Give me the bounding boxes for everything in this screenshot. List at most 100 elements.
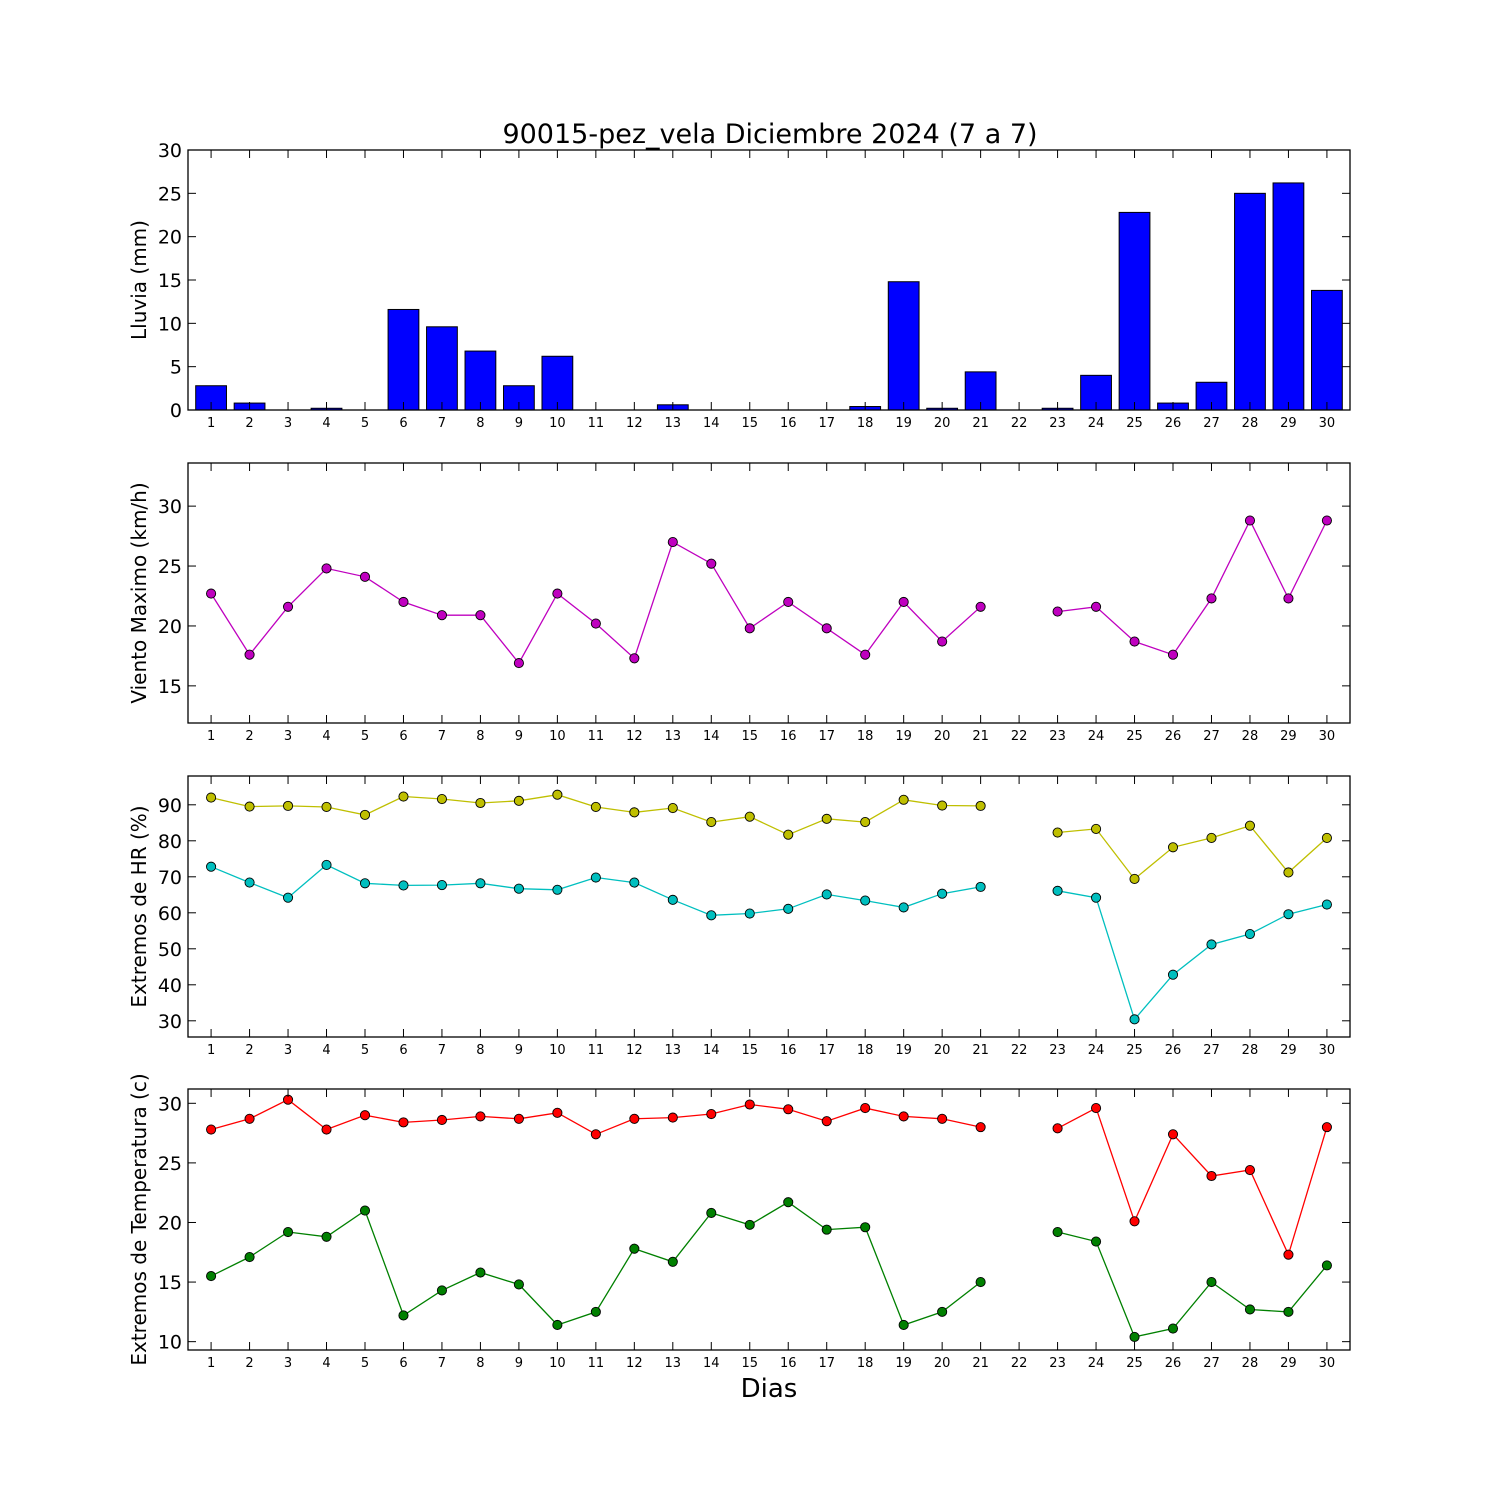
x-tick-label: 4 <box>322 416 330 431</box>
x-tick-label: 28 <box>1242 1043 1259 1058</box>
x-tick-label: 25 <box>1126 416 1143 431</box>
x-tick-label: 19 <box>895 1043 912 1058</box>
series-2-point-day-18 <box>860 1222 871 1233</box>
series-2-point-day-29 <box>1283 1306 1294 1317</box>
series-1-point-day-21 <box>975 601 986 612</box>
x-tick-label: 4 <box>322 729 330 744</box>
series-2-point-day-7 <box>436 1285 447 1296</box>
series-1-point-day-15 <box>744 811 755 822</box>
series-1-point-day-18 <box>860 1103 871 1114</box>
x-tick-label: 20 <box>934 729 951 744</box>
series-1-point-day-20 <box>937 1113 948 1124</box>
series-2-point-day-2 <box>244 1251 255 1263</box>
x-tick-label: 5 <box>361 729 369 744</box>
series-1-point-day-16 <box>783 1104 794 1115</box>
x-tick-label: 27 <box>1203 1043 1220 1058</box>
series-2-point-day-12 <box>629 877 640 888</box>
series-2-point-day-12 <box>629 1243 640 1254</box>
x-tick-label: 14 <box>703 1043 720 1058</box>
series-2-point-day-3 <box>282 1226 294 1238</box>
series-2-point-day-18 <box>860 895 871 906</box>
x-tick-label: 3 <box>284 416 292 431</box>
x-tick-label: 27 <box>1203 416 1220 431</box>
series-2-point-day-19 <box>898 902 909 913</box>
series-2-point-day-13 <box>667 894 678 905</box>
series-1-point-day-19 <box>898 1111 909 1122</box>
y-tick-label: 20 <box>158 1212 182 1234</box>
series-2-point-day-15 <box>744 1219 755 1230</box>
x-tick-label: 10 <box>549 729 566 744</box>
x-tick-label: 1 <box>207 416 215 431</box>
series-2-point-day-6 <box>398 880 409 891</box>
series-2-point-day-28 <box>1244 928 1256 940</box>
series-1-point-day-15 <box>744 1099 755 1110</box>
series-1-point-day-5 <box>359 571 371 582</box>
x-tick-label: 22 <box>1011 1356 1028 1371</box>
series-2-point-day-24 <box>1091 1236 1102 1247</box>
x-tick-label: 6 <box>399 1043 407 1058</box>
x-tick-label: 24 <box>1088 729 1105 744</box>
series-1-point-day-12 <box>629 807 640 818</box>
x-tick-label: 6 <box>399 416 407 431</box>
x-tick-label: 10 <box>549 1356 566 1371</box>
series-2-line-segment-1 <box>210 864 981 916</box>
x-tick-label: 18 <box>857 1043 874 1058</box>
series-1-point-day-6 <box>398 1117 409 1128</box>
series-1-point-day-10 <box>552 1107 563 1118</box>
x-tick-label: 17 <box>818 729 835 744</box>
series-1-point-day-12 <box>629 1113 640 1124</box>
series-1-line-segment-1 <box>210 794 981 836</box>
panel-4-frame <box>187 1088 1351 1351</box>
series-1-point-day-14 <box>706 1108 717 1120</box>
series-1-point-day-7 <box>436 793 447 805</box>
series-1-point-day-14 <box>706 558 717 569</box>
series-2-point-day-28 <box>1244 1304 1256 1315</box>
series-1-point-day-26 <box>1167 842 1179 853</box>
x-tick-label: 12 <box>626 1356 643 1371</box>
series-1-point-day-4 <box>321 801 332 813</box>
series-1-point-day-8 <box>475 797 486 809</box>
series-1-point-day-24 <box>1091 601 1102 612</box>
x-tick-label: 26 <box>1165 416 1182 431</box>
x-tick-label: 30 <box>1319 1356 1336 1371</box>
y-tick-label: 10 <box>158 1332 182 1354</box>
x-tick-label: 3 <box>284 1356 292 1371</box>
x-axis-label: Dias <box>741 1374 798 1404</box>
rain-bar-day-8 <box>464 350 497 411</box>
series-1-point-day-29 <box>1283 593 1294 604</box>
series-2-point-day-14 <box>706 910 717 921</box>
x-tick-label: 17 <box>818 416 835 431</box>
x-tick-label: 1 <box>207 1356 215 1371</box>
series-1-point-day-1 <box>206 1124 217 1135</box>
x-tick-label: 15 <box>741 1356 758 1371</box>
x-tick-label: 26 <box>1165 729 1182 744</box>
x-tick-label: 28 <box>1242 1356 1259 1371</box>
series-2-point-day-20 <box>937 888 948 899</box>
series-2-point-day-24 <box>1091 892 1102 903</box>
x-tick-label: 15 <box>741 1043 758 1058</box>
x-tick-label: 13 <box>665 1043 682 1058</box>
y-tick-label: 5 <box>170 357 182 379</box>
series-1-point-day-28 <box>1244 1164 1256 1176</box>
series-2-line-segment-1 <box>210 1201 981 1326</box>
series-2-point-day-30 <box>1321 1260 1332 1271</box>
series-1-point-day-18 <box>860 817 871 828</box>
y-tick-label: 25 <box>158 1153 182 1175</box>
x-tick-label: 29 <box>1280 1356 1297 1371</box>
y-tick-label: 0 <box>170 400 182 422</box>
series-2-point-day-11 <box>590 872 601 883</box>
series-2-point-day-9 <box>513 1279 524 1290</box>
series-2-point-day-10 <box>552 1319 563 1331</box>
series-1-point-day-21 <box>975 1122 986 1133</box>
series-2-point-day-15 <box>744 908 755 919</box>
series-1-point-day-28 <box>1244 515 1256 526</box>
rain-bar-day-10 <box>541 355 574 411</box>
series-2-point-day-25 <box>1129 1331 1140 1342</box>
x-tick-label: 2 <box>245 1356 253 1371</box>
series-1-point-day-17 <box>821 623 832 634</box>
series-2-point-day-16 <box>783 1197 794 1208</box>
